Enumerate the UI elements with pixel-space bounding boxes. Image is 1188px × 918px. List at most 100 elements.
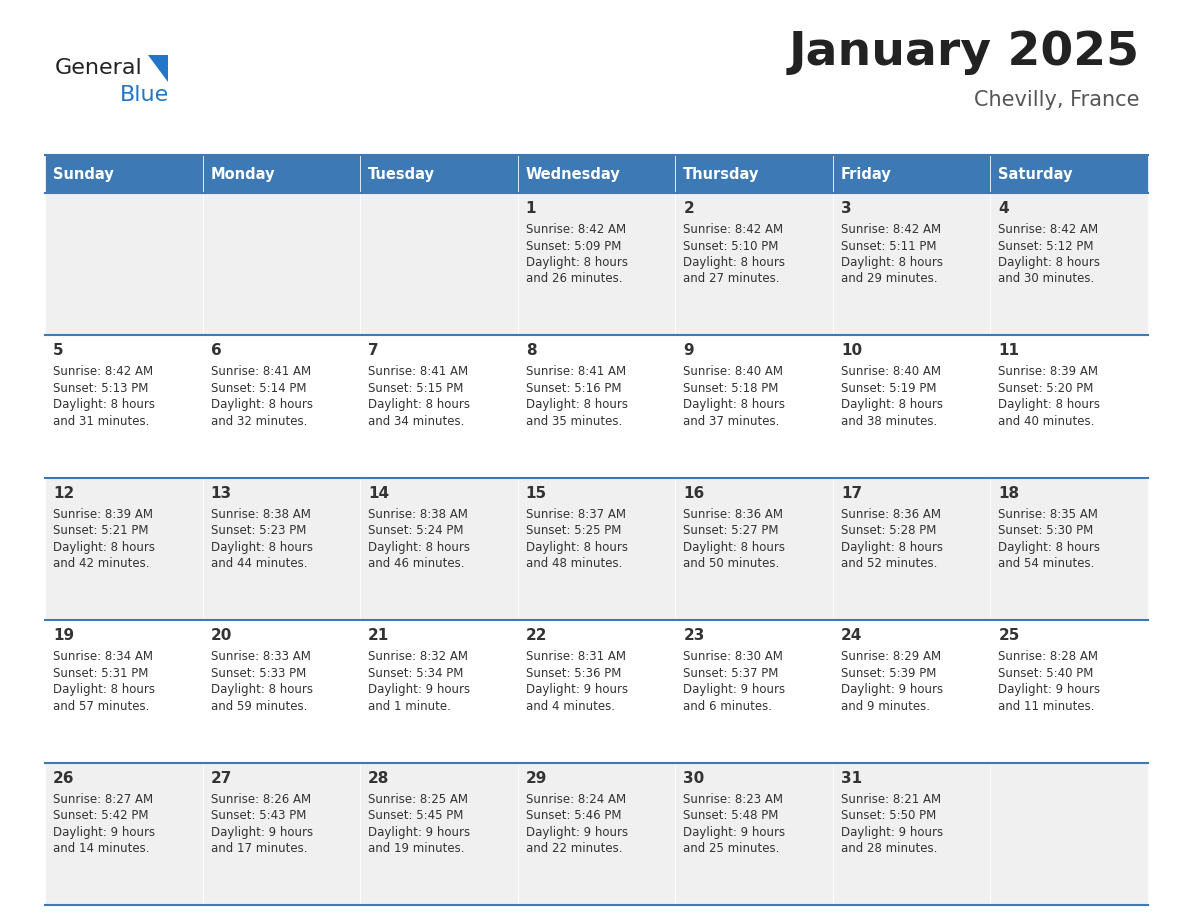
Text: Sunset: 5:09 PM: Sunset: 5:09 PM [526,240,621,252]
Bar [675,155,833,193]
Bar [203,477,360,621]
Text: Sunset: 5:42 PM: Sunset: 5:42 PM [53,809,148,823]
Text: Sunset: 5:45 PM: Sunset: 5:45 PM [368,809,463,823]
Text: and 34 minutes.: and 34 minutes. [368,415,465,428]
Text: Sunrise: 8:27 AM: Sunrise: 8:27 AM [53,792,153,806]
Bar [518,193,675,335]
Text: Daylight: 8 hours: Daylight: 8 hours [368,541,470,554]
Text: Sunset: 5:16 PM: Sunset: 5:16 PM [526,382,621,395]
Text: Wednesday: Wednesday [526,166,620,182]
Text: 2: 2 [683,201,694,216]
Text: Sunset: 5:10 PM: Sunset: 5:10 PM [683,240,778,252]
Text: Daylight: 8 hours: Daylight: 8 hours [210,541,312,554]
Text: Daylight: 9 hours: Daylight: 9 hours [526,683,627,696]
Text: and 29 minutes.: and 29 minutes. [841,273,937,285]
Text: Daylight: 8 hours: Daylight: 8 hours [998,256,1100,269]
Bar [518,155,675,193]
Text: and 26 minutes.: and 26 minutes. [526,273,623,285]
Text: Sunset: 5:14 PM: Sunset: 5:14 PM [210,382,307,395]
Text: 5: 5 [53,343,64,358]
Text: 24: 24 [841,628,862,644]
Text: and 48 minutes.: and 48 minutes. [526,557,623,570]
Text: and 11 minutes.: and 11 minutes. [998,700,1095,712]
Text: Daylight: 9 hours: Daylight: 9 hours [998,683,1100,696]
Text: Sunset: 5:15 PM: Sunset: 5:15 PM [368,382,463,395]
Text: Sunrise: 8:29 AM: Sunrise: 8:29 AM [841,650,941,663]
Text: Daylight: 8 hours: Daylight: 8 hours [998,541,1100,554]
Bar [833,155,991,193]
Text: Sunset: 5:19 PM: Sunset: 5:19 PM [841,382,936,395]
Text: and 54 minutes.: and 54 minutes. [998,557,1095,570]
Text: Sunrise: 8:32 AM: Sunrise: 8:32 AM [368,650,468,663]
Text: Daylight: 8 hours: Daylight: 8 hours [53,683,154,696]
Text: 14: 14 [368,486,390,501]
Text: 11: 11 [998,343,1019,358]
Text: 12: 12 [53,486,74,501]
Text: and 6 minutes.: and 6 minutes. [683,700,772,712]
Text: and 28 minutes.: and 28 minutes. [841,842,937,855]
Bar [45,335,203,477]
Text: Sunrise: 8:42 AM: Sunrise: 8:42 AM [998,223,1099,236]
Text: Sunrise: 8:39 AM: Sunrise: 8:39 AM [998,365,1099,378]
Bar [991,621,1148,763]
Text: Daylight: 9 hours: Daylight: 9 hours [841,683,943,696]
Text: Sunset: 5:27 PM: Sunset: 5:27 PM [683,524,779,537]
Bar [203,193,360,335]
Text: January 2025: January 2025 [789,30,1140,75]
Text: 27: 27 [210,770,232,786]
Bar [203,763,360,905]
Text: Sunset: 5:34 PM: Sunset: 5:34 PM [368,666,463,679]
Text: 3: 3 [841,201,852,216]
Text: and 1 minute.: and 1 minute. [368,700,451,712]
Text: and 9 minutes.: and 9 minutes. [841,700,930,712]
Text: Daylight: 9 hours: Daylight: 9 hours [368,825,470,839]
Text: Daylight: 8 hours: Daylight: 8 hours [53,541,154,554]
Bar [360,193,518,335]
Bar [518,477,675,621]
Text: Sunrise: 8:41 AM: Sunrise: 8:41 AM [210,365,311,378]
Bar [45,155,203,193]
Text: Sunset: 5:12 PM: Sunset: 5:12 PM [998,240,1094,252]
Bar [45,763,203,905]
Text: 22: 22 [526,628,548,644]
Text: Sunrise: 8:40 AM: Sunrise: 8:40 AM [683,365,783,378]
Text: Sunset: 5:11 PM: Sunset: 5:11 PM [841,240,936,252]
Text: 20: 20 [210,628,232,644]
Text: Daylight: 8 hours: Daylight: 8 hours [841,256,943,269]
Text: 6: 6 [210,343,221,358]
Text: Sunrise: 8:25 AM: Sunrise: 8:25 AM [368,792,468,806]
Bar [991,155,1148,193]
Text: Daylight: 8 hours: Daylight: 8 hours [210,398,312,411]
Bar [518,763,675,905]
Text: and 17 minutes.: and 17 minutes. [210,842,307,855]
Text: and 50 minutes.: and 50 minutes. [683,557,779,570]
Text: Tuesday: Tuesday [368,166,435,182]
Text: Sunrise: 8:28 AM: Sunrise: 8:28 AM [998,650,1099,663]
Text: Sunset: 5:13 PM: Sunset: 5:13 PM [53,382,148,395]
Text: Friday: Friday [841,166,892,182]
Text: Sunset: 5:31 PM: Sunset: 5:31 PM [53,666,148,679]
Text: Sunset: 5:21 PM: Sunset: 5:21 PM [53,524,148,537]
Text: Daylight: 8 hours: Daylight: 8 hours [683,541,785,554]
Text: Daylight: 8 hours: Daylight: 8 hours [210,683,312,696]
Text: 18: 18 [998,486,1019,501]
Text: and 30 minutes.: and 30 minutes. [998,273,1094,285]
Text: Sunrise: 8:41 AM: Sunrise: 8:41 AM [526,365,626,378]
Bar [833,477,991,621]
Text: Daylight: 8 hours: Daylight: 8 hours [683,398,785,411]
Text: Sunrise: 8:30 AM: Sunrise: 8:30 AM [683,650,783,663]
Text: and 31 minutes.: and 31 minutes. [53,415,150,428]
Text: Sunrise: 8:24 AM: Sunrise: 8:24 AM [526,792,626,806]
Text: Daylight: 8 hours: Daylight: 8 hours [841,398,943,411]
Text: Sunset: 5:24 PM: Sunset: 5:24 PM [368,524,463,537]
Text: 10: 10 [841,343,862,358]
Text: Sunrise: 8:21 AM: Sunrise: 8:21 AM [841,792,941,806]
Bar [991,193,1148,335]
Bar [991,335,1148,477]
Text: Sunset: 5:23 PM: Sunset: 5:23 PM [210,524,307,537]
Bar [360,335,518,477]
Text: Sunset: 5:30 PM: Sunset: 5:30 PM [998,524,1094,537]
Text: Sunday: Sunday [53,166,114,182]
Text: 21: 21 [368,628,390,644]
Text: Daylight: 8 hours: Daylight: 8 hours [368,398,470,411]
